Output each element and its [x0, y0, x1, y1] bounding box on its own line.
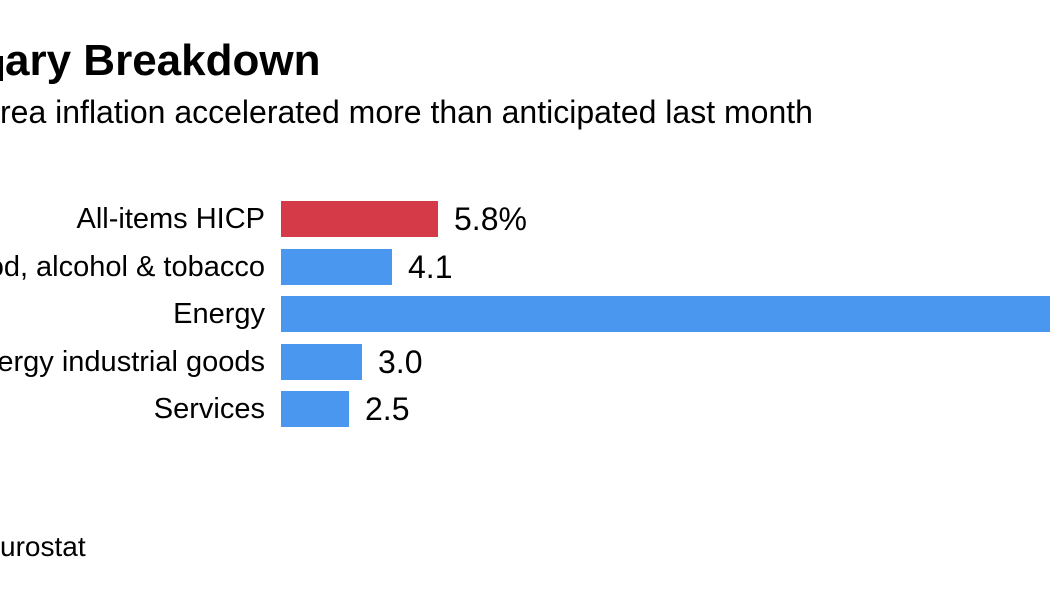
bar-row: od, alcohol & tobacco 4.1	[0, 248, 1050, 285]
bar	[281, 201, 438, 237]
source-note: urostat	[0, 531, 86, 562]
bar-label: od, alcohol & tobacco	[0, 250, 265, 283]
chart-subtitle: rea inflation accelerated more than anti…	[0, 94, 813, 130]
bar-value: 5.8%	[454, 201, 527, 237]
bar-value: 3.0	[378, 343, 423, 380]
bar-row: Energy	[0, 296, 1050, 332]
bar	[281, 248, 392, 285]
bar-row: Services 2.5	[0, 391, 1050, 427]
bar-row: ergy industrial goods 3.0	[0, 343, 1050, 380]
bar-value: 2.5	[365, 391, 410, 427]
bar-value: 4.1	[408, 248, 453, 285]
bar-chart: All-items HICP 5.8% od, alcohol & tobacc…	[0, 201, 1050, 441]
bar-label: Energy	[173, 298, 265, 330]
bar	[281, 343, 362, 380]
bar-row: All-items HICP 5.8%	[0, 201, 1050, 237]
bar-label: ergy industrial goods	[0, 345, 265, 378]
cut-letter-fragment	[0, 56, 3, 81]
bar-label: Services	[153, 393, 265, 425]
bar	[281, 296, 1050, 332]
chart-title: ary Breakdown	[5, 36, 321, 85]
bar	[281, 391, 349, 427]
bar-label: All-items HICP	[76, 203, 265, 235]
